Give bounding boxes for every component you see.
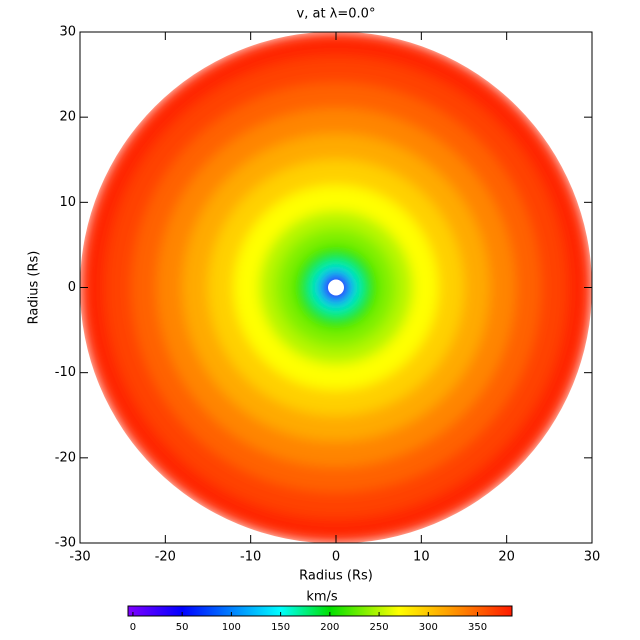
y-tick-label: 10 — [59, 195, 76, 210]
y-tick-label: -10 — [55, 365, 76, 380]
colorbar-tick-label: 250 — [370, 622, 389, 633]
x-axis-label: Radius (Rs) — [299, 569, 373, 584]
colorbar — [128, 606, 512, 616]
chart-title: v, at λ=0.0° — [297, 7, 376, 22]
colorbar-tick-label: 50 — [176, 622, 189, 633]
y-axis-label: Radius (Rs) — [27, 251, 42, 325]
x-tick-label: -30 — [69, 550, 90, 565]
y-tick-label: -20 — [55, 450, 76, 465]
y-tick-label: 0 — [68, 280, 76, 295]
colorbar-label: km/s — [306, 590, 338, 605]
colorbar-tick-label: 150 — [271, 622, 290, 633]
sun-disk — [328, 279, 344, 296]
colorbar-tick-label: 350 — [468, 622, 487, 633]
x-tick-label: 0 — [332, 550, 340, 565]
x-tick-label: 30 — [584, 550, 601, 565]
colorbar-fill — [128, 606, 512, 616]
x-tick-label: 20 — [498, 550, 515, 565]
y-tick-label: -30 — [55, 536, 76, 551]
colorbar-tick-label: 100 — [222, 622, 241, 633]
x-tick-label: 10 — [413, 550, 430, 565]
x-tick-label: -20 — [155, 550, 176, 565]
x-tick-label: -10 — [240, 550, 261, 565]
y-tick-label: 20 — [59, 110, 76, 125]
colorbar-frame — [127, 605, 513, 617]
y-tick-label: 30 — [59, 25, 76, 40]
colorbar-tick-label: 200 — [320, 622, 339, 633]
colorbar-tick-label: 0 — [130, 622, 136, 633]
colorbar-tick-label: 300 — [419, 622, 438, 633]
